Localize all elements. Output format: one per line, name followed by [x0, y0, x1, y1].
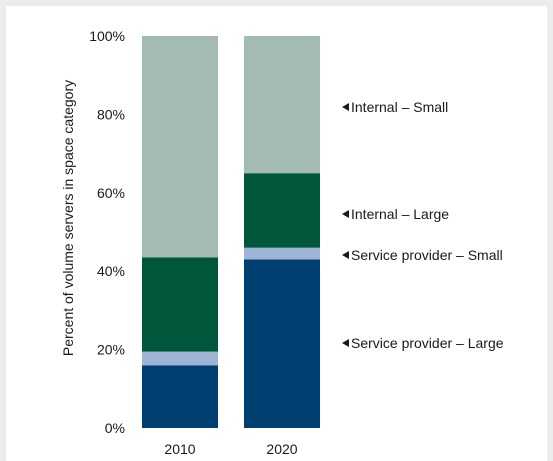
legend-label: Service provider – Small: [351, 247, 503, 263]
y-axis-title: Percent of volume servers in space categ…: [60, 80, 76, 356]
x-category-label: 2010: [164, 441, 195, 457]
chart-panel: Percent of volume servers in space categ…: [6, 6, 547, 461]
y-tick-label: 0%: [105, 420, 125, 436]
y-tick-label: 40%: [97, 263, 125, 279]
bar-segment: [142, 365, 218, 428]
x-axis-categories: 2010 2020: [164, 441, 297, 457]
bar-segment: [244, 247, 320, 260]
legend-arrow-icon: [342, 339, 349, 347]
y-tick-label: 20%: [97, 342, 125, 358]
bar-segment: [244, 173, 320, 248]
y-tick-label: 60%: [97, 185, 125, 201]
x-category-label: 2020: [266, 441, 297, 457]
bars: [142, 36, 320, 428]
legend-label: Internal – Small: [351, 99, 448, 115]
y-tick-label: 80%: [97, 106, 125, 122]
legend-arrow-icon: [342, 210, 349, 218]
legend-label: Internal – Large: [351, 206, 449, 222]
bar-segment: [244, 36, 320, 174]
legend-arrow-icon: [342, 103, 349, 111]
legend: Service provider – Large Service provider…: [342, 99, 504, 351]
stacked-bar-chart: Percent of volume servers in space categ…: [60, 28, 504, 457]
y-tick-label: 100%: [89, 28, 125, 44]
y-axis-ticks: 0% 20% 40% 60% 80% 100%: [89, 28, 125, 436]
bar-segment: [142, 36, 218, 258]
bar-segment: [142, 257, 218, 352]
legend-arrow-icon: [342, 251, 349, 259]
bar-segment: [142, 351, 218, 366]
bar-segment: [244, 259, 320, 428]
legend-label: Service provider – Large: [351, 335, 504, 351]
